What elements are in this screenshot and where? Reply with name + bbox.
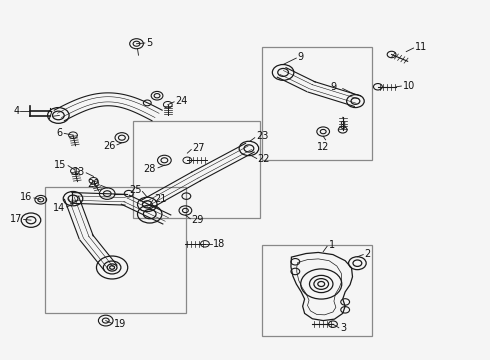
Text: 10: 10 [403,81,415,91]
Text: 26: 26 [103,140,116,150]
Text: 9: 9 [330,82,336,93]
Bar [133,121,260,218]
Text: 8: 8 [340,121,346,131]
Text: 16: 16 [20,192,32,202]
Bar [45,187,186,313]
Text: 1: 1 [329,240,335,250]
Text: 17: 17 [10,215,22,224]
Text: 19: 19 [114,319,126,329]
Text: 27: 27 [192,143,205,153]
Text: 6: 6 [57,129,63,138]
Text: 15: 15 [54,159,67,170]
Text: 9: 9 [298,52,304,62]
Text: 4: 4 [13,106,19,116]
Text: 28: 28 [144,164,156,174]
Bar [262,244,372,336]
Text: 18: 18 [213,239,225,249]
Text: 12: 12 [317,141,329,152]
Text: 3: 3 [340,324,346,333]
Text: 21: 21 [155,194,167,204]
Text: 20: 20 [87,179,99,189]
Bar [262,47,372,160]
Text: 29: 29 [191,215,204,225]
Text: 2: 2 [365,249,371,259]
Text: 22: 22 [258,154,270,164]
Text: 11: 11 [415,42,427,51]
Text: 13: 13 [73,167,85,177]
Text: 14: 14 [53,203,65,213]
Text: 7: 7 [46,111,52,121]
Text: 23: 23 [256,131,269,141]
Text: 24: 24 [175,96,188,106]
Text: 5: 5 [147,38,152,48]
Text: 25: 25 [129,185,142,195]
